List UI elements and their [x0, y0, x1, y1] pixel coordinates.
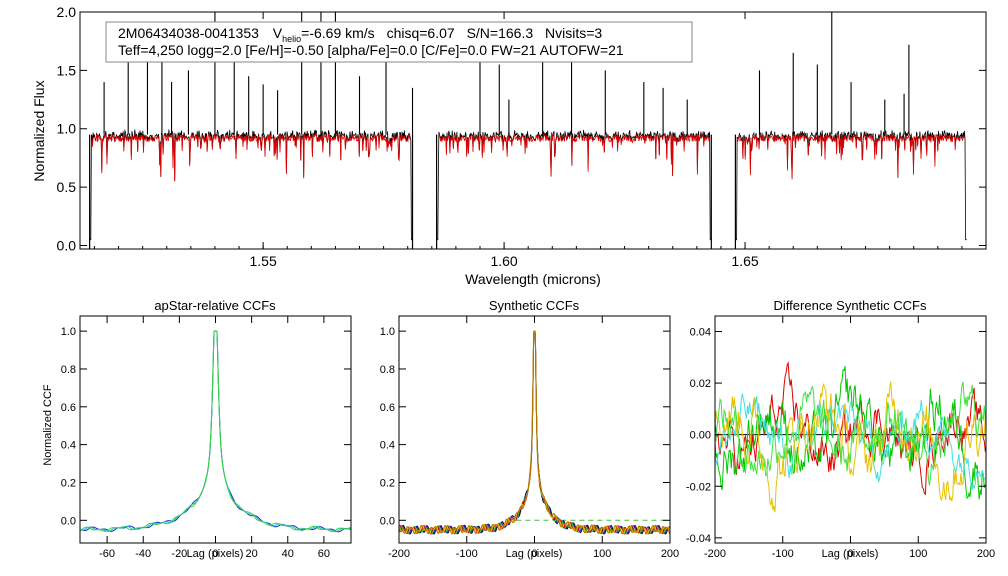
apstar-ccf-xtick-label: -20 — [171, 548, 187, 560]
spectrum-xlabel: Wavelength (microns) — [465, 271, 601, 287]
apstar-ccf-xlabel: Lag (pixels) — [187, 548, 244, 560]
annotation-nvisits: Nvisits=3 — [545, 25, 602, 41]
annotation-line-2: Teff=4,250 logg=2.0 [Fe/H]=-0.50 [alpha/… — [118, 42, 624, 58]
observed-spectrum-line — [436, 129, 712, 241]
apstar-ccf-ylabel: Normalized CCF — [42, 384, 54, 466]
spectrum-ticks: 1.55 1.60 1.65 0.0 0.5 1.0 1.5 2.0 — [57, 4, 987, 269]
apstar-ccf-xtick-label: 60 — [318, 548, 330, 560]
apstar-ccf-series-2 — [80, 330, 351, 533]
difference-ccf-series-5 — [715, 381, 986, 486]
annotation-box — [105, 21, 693, 63]
spectrum-ytick-label: 2.0 — [57, 4, 77, 20]
annotation-vhelio-value: =-6.69 km/s — [301, 25, 375, 41]
synthetic-ccf-ytick-label: 0.6 — [380, 402, 395, 414]
apstar-ccf-xtick-label: 40 — [282, 548, 294, 560]
synthetic-ccf-title: Synthetic CCFs — [489, 298, 580, 313]
apstar-ccf-series-3 — [80, 330, 351, 532]
difference-ccf-ytick-label: -0.04 — [686, 533, 711, 545]
synthetic-ccf-series-4 — [399, 330, 670, 535]
apstar-ccf-ticks: -60 -40 -20 0 20 40 60 0.0 0.2 0.4 0.6 0.8 1.0 — [61, 316, 351, 560]
difference-ccf-xtick-label: 100 — [909, 548, 927, 560]
synthetic-ccf-ytick-label: 0.4 — [380, 440, 395, 452]
spectrum-axes-frame — [79, 11, 987, 250]
annotation-line-1: 2M06434038-0041353 Vhelio=-6.69 km/s chi… — [118, 25, 602, 44]
synthetic-ccf-xlabel: Lag (pixels) — [506, 548, 563, 560]
synthetic-ccf-panel: -200 -100 0 100 200 0.0 0.2 0.4 0.6 0.8 1.0 Synthe… — [380, 298, 679, 560]
apstar-ccf-xtick-label: 0 — [212, 548, 218, 560]
apstar-ccf-xtick-label: -40 — [135, 548, 151, 560]
observed-spectrum-line — [735, 129, 967, 241]
difference-ccf-lines — [715, 361, 986, 513]
apstar-ccf-series-1 — [80, 330, 351, 533]
apstar-ccf-xtick-label: 20 — [246, 548, 258, 560]
synthetic-ccf-ytick-label: 0.0 — [380, 515, 395, 527]
synthetic-ccf-xtick-label: 0 — [531, 548, 537, 560]
synthetic-ccf-series-5 — [399, 330, 670, 535]
difference-ccf-series-4 — [715, 381, 986, 513]
apstar-ccf-ytick-label: 0.8 — [61, 364, 76, 376]
difference-ccf-xtick-label: -100 — [772, 548, 794, 560]
annotation-star: 2M06434038-0041353 — [118, 25, 259, 41]
synthetic-ccf-series-group — [399, 330, 670, 535]
synthetic-ccf-xtick-label: -100 — [456, 548, 478, 560]
difference-ccf-xlabel: Lag (pixels) — [822, 548, 879, 560]
synthetic-ccf-series-2 — [399, 330, 670, 535]
synthetic-ccf-xtick-label: 100 — [593, 548, 611, 560]
spectrum-ytick-label: 1.0 — [57, 121, 77, 137]
apstar-ccf-ytick-label: 0.4 — [61, 440, 76, 452]
annotation-vhelio-label: V — [273, 25, 283, 41]
difference-ccf-ytick-label: 0.00 — [690, 430, 711, 442]
apstar-ccf-xtick-label: -60 — [99, 548, 115, 560]
spectrum-ytick-label: 1.5 — [57, 62, 77, 78]
difference-ccf-xtick-label: 200 — [977, 548, 995, 560]
synthetic-ccf-ytick-label: 1.0 — [380, 326, 395, 338]
synthetic-spectrum-line — [737, 133, 965, 180]
annotation-vhelio-sub: helio — [282, 34, 301, 44]
spectrum-ytick-label: 0.5 — [57, 179, 77, 195]
difference-ccf-panel: -200 -100 0 100 200 -0.04 -0.02 0.00 0.02 0.04 Di… — [686, 298, 995, 560]
apstar-ccf-lines — [80, 330, 351, 533]
apstar-ccf-series-group — [80, 330, 351, 533]
difference-ccf-xtick-label: 0 — [847, 548, 853, 560]
spectrum-panel: 1.55 1.60 1.65 0.0 0.5 1.0 1.5 2.0 Wavelength (… — [31, 4, 987, 287]
synthetic-ccf-ticks: -200 -100 0 100 200 0.0 0.2 0.4 0.6 0.8 1.0 — [380, 316, 679, 560]
apstar-ccf-ytick-label: 1.0 — [61, 326, 76, 338]
synthetic-spectrum-line — [438, 133, 710, 177]
annotation-snr: S/N=166.3 — [467, 25, 534, 41]
synthetic-ccf-series-6 — [399, 330, 670, 535]
apstar-ccf-ytick-label: 0.0 — [61, 515, 76, 527]
difference-ccf-title: Difference Synthetic CCFs — [774, 298, 927, 313]
difference-ccf-series-group — [715, 361, 986, 513]
spectrum-xtick-label: 1.65 — [731, 253, 758, 269]
synthetic-ccf-series-1 — [399, 330, 670, 535]
difference-ccf-ticks: -200 -100 0 100 200 -0.04 -0.02 0.00 0.02 0.04 — [686, 316, 995, 560]
synthetic-ccf-xtick-label: -200 — [388, 548, 410, 560]
difference-ccf-series-3 — [715, 393, 986, 491]
synthetic-ccf-ytick-label: 0.2 — [380, 477, 395, 489]
synthetic-ccf-xtick-label: 200 — [661, 548, 679, 560]
synthetic-ccf-series-3 — [399, 330, 670, 535]
spectrum-xtick-label: 1.60 — [490, 253, 517, 269]
synthetic-ccf-ytick-label: 0.8 — [380, 364, 395, 376]
difference-ccf-ytick-label: -0.02 — [686, 481, 711, 493]
difference-ccf-xtick-label: -200 — [704, 548, 726, 560]
apstar-ccf-panel: -60 -40 -20 0 20 40 60 0.0 0.2 0.4 0.6 0.8 1.0 apSta… — [42, 298, 352, 560]
synthetic-spectrum-line — [91, 133, 411, 182]
synthetic-ccf-lines — [399, 330, 670, 535]
spectrum-xtick-label: 1.55 — [250, 253, 277, 269]
difference-ccf-series-2 — [715, 365, 986, 500]
annotation-chisq: chisq=6.07 — [387, 25, 455, 41]
synthetic-ccf-axes-frame — [398, 315, 671, 544]
difference-ccf-ytick-label: 0.04 — [690, 326, 711, 338]
spectrum-ylabel: Normalized Flux — [31, 80, 47, 181]
apstar-ccf-title: apStar-relative CCFs — [154, 298, 276, 313]
apstar-ccf-ytick-label: 0.6 — [61, 402, 76, 414]
spectrum-ytick-label: 0.0 — [57, 237, 77, 253]
apstar-ccf-axes-frame — [79, 315, 352, 544]
apstar-ccf-ytick-label: 0.2 — [61, 477, 76, 489]
difference-ccf-ytick-label: 0.02 — [690, 378, 711, 390]
